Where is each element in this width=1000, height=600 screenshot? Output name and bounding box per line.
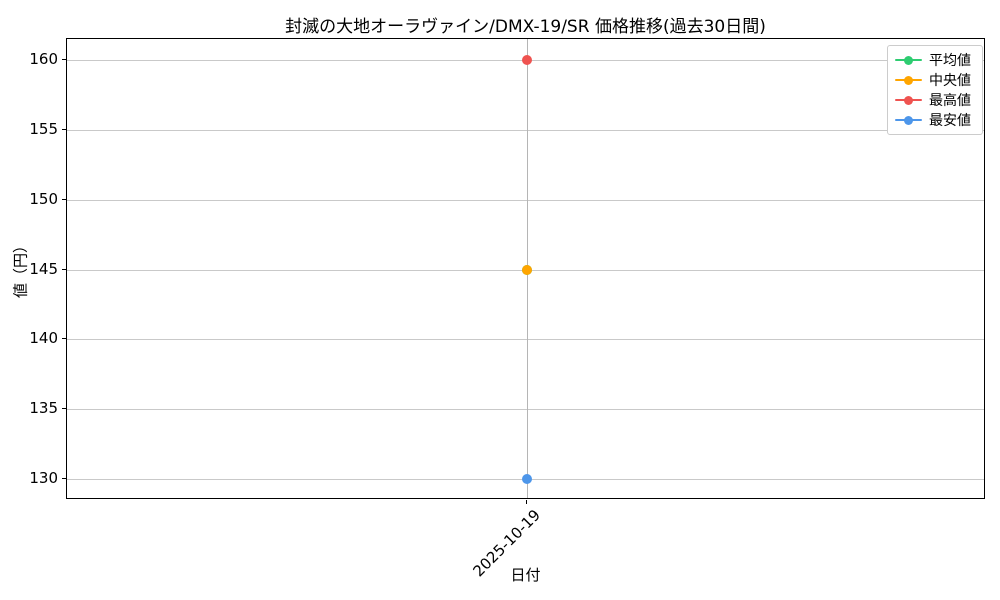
y-tick-mark [62,408,66,410]
data-point-max [521,54,532,65]
data-point-min [521,474,532,485]
legend-marker-max-icon [895,95,922,105]
legend-dot [904,95,913,105]
legend: 平均値中央値最高値最安値 [887,45,983,135]
y-tick-label: 145 [29,259,58,278]
y-tick-label: 150 [29,189,58,208]
y-tick-label: 135 [29,399,58,418]
y-tick-mark [62,128,66,130]
y-tick-mark [62,478,66,480]
y-tick-mark [62,58,66,60]
chart-title: 封滅の大地オーラヴァイン/DMX-19/SR 価格推移(過去30日間) [285,17,766,37]
legend-label-average: 平均値 [929,53,971,69]
gridline-horizontal [67,129,984,131]
legend-label-max: 最高値 [929,93,971,109]
y-tick-label: 155 [29,119,58,138]
y-tick-label: 130 [29,469,58,488]
x-axis-label: 日付 [510,566,541,584]
data-point-median [521,264,532,275]
legend-label-median: 中央値 [929,73,971,89]
legend-marker-median-icon [895,75,922,85]
gridline-horizontal [67,409,984,411]
y-tick-label: 160 [29,49,58,68]
gridline-horizontal [67,339,984,341]
legend-item-average: 平均値 [895,52,975,69]
plot-area [66,38,985,499]
legend-dot [904,115,913,125]
legend-item-median: 中央値 [895,72,975,89]
legend-marker-min-icon [895,115,922,125]
y-tick-mark [62,268,66,270]
y-tick-mark [62,198,66,200]
legend-dot [904,55,913,65]
y-tick-label: 140 [29,329,58,348]
gridline-horizontal [67,199,984,201]
legend-item-max: 最高値 [895,92,975,109]
y-tick-mark [62,338,66,340]
legend-item-min: 最安値 [895,112,975,129]
legend-marker-average-icon [895,55,922,65]
legend-label-min: 最安値 [929,113,971,129]
x-tick-mark [525,500,527,504]
legend-dot [904,75,913,85]
